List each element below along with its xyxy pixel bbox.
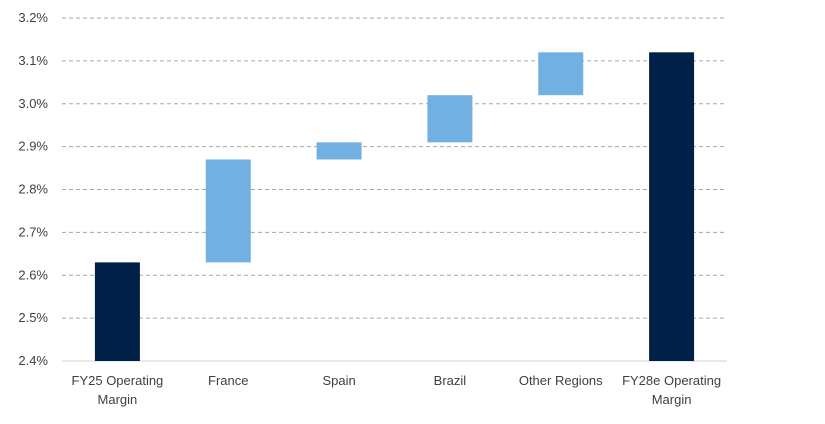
change-bar bbox=[427, 95, 473, 143]
change-bar bbox=[316, 142, 362, 160]
x-tick-label: FY28e Operating Margin bbox=[622, 373, 721, 407]
y-tick-label: 2.6% bbox=[18, 267, 48, 282]
y-tick-label: 2.7% bbox=[18, 224, 48, 239]
x-tick-label: Other Regions bbox=[519, 373, 603, 388]
y-tick-label: 3.2% bbox=[18, 10, 48, 25]
gridlines bbox=[62, 17, 727, 319]
y-tick-label: 2.8% bbox=[18, 182, 48, 197]
total-bar bbox=[94, 262, 140, 361]
change-bar bbox=[538, 52, 584, 96]
x-tick-label: Brazil bbox=[434, 373, 467, 388]
y-axis-tick-labels: 2.4% 2.5% 2.6% 2.7% 2.8% 2.9% 3.0% 3.1% 3.2% bbox=[18, 10, 48, 368]
change-bar bbox=[205, 159, 251, 263]
x-tick-label: France bbox=[208, 373, 248, 388]
x-tick-label: Spain bbox=[322, 373, 355, 388]
y-tick-label: 2.4% bbox=[18, 353, 48, 368]
x-tick-label: FY25 Operating Margin bbox=[72, 373, 164, 407]
y-tick-label: 2.9% bbox=[18, 139, 48, 154]
total-bar bbox=[649, 52, 695, 362]
x-axis-category-labels: FY25 Operating Margin France Spain Brazil Oth… bbox=[72, 373, 722, 407]
y-tick-label: 3.1% bbox=[18, 53, 48, 68]
y-tick-label: 2.5% bbox=[18, 310, 48, 325]
y-tick-label: 3.0% bbox=[18, 96, 48, 111]
bars bbox=[94, 52, 695, 362]
